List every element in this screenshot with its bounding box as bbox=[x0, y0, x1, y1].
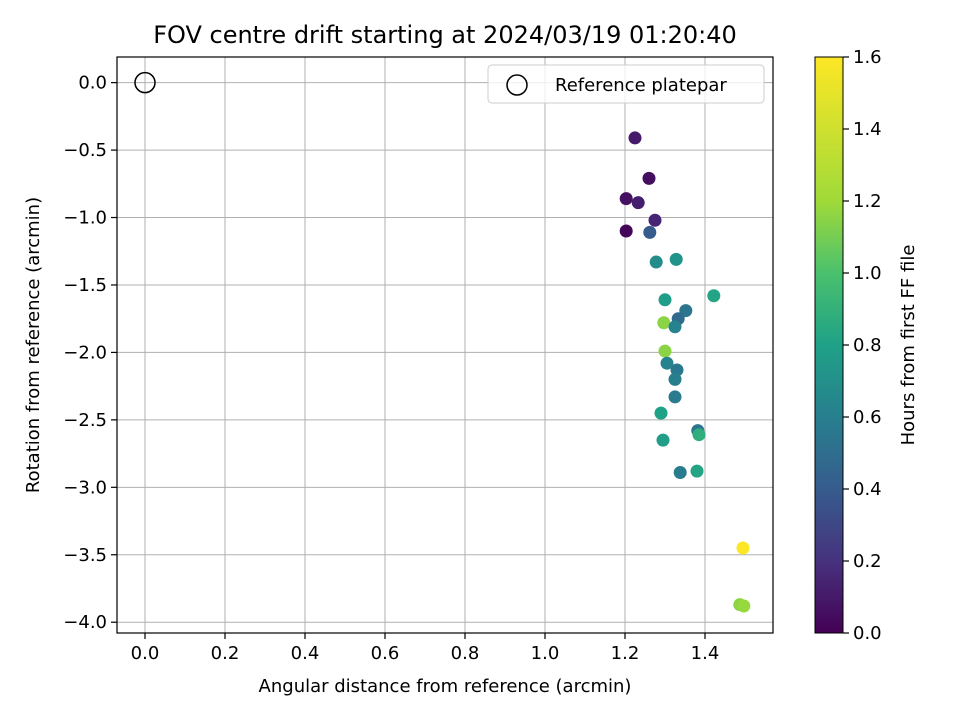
data-point bbox=[668, 372, 682, 386]
data-point bbox=[669, 252, 683, 266]
data-point bbox=[619, 192, 633, 206]
data-point bbox=[642, 171, 656, 185]
y-axis-label: Rotation from reference (arcmin) bbox=[23, 197, 44, 493]
colorbar-gradient bbox=[814, 56, 844, 634]
data-point bbox=[656, 433, 670, 447]
reference-point bbox=[134, 71, 156, 94]
colorbar-tick-label: 0.8 bbox=[853, 335, 882, 356]
colorbar-tick-label: 1.6 bbox=[853, 47, 882, 68]
data-point bbox=[654, 406, 668, 420]
y-tick-label: 0.0 bbox=[78, 73, 107, 94]
data-point bbox=[619, 224, 633, 238]
colorbar-tick-label: 1.0 bbox=[853, 263, 882, 284]
x-tick-label: 0.0 bbox=[131, 643, 160, 664]
colorbar-tick-label: 1.2 bbox=[853, 191, 882, 212]
data-point bbox=[628, 131, 642, 145]
y-tick-label: −3.0 bbox=[63, 477, 107, 498]
y-tick-label: −1.5 bbox=[63, 275, 107, 296]
x-tick-label: 0.4 bbox=[291, 643, 320, 664]
plot-area-frame bbox=[116, 56, 774, 634]
colorbar-label: Hours from first FF file bbox=[898, 245, 919, 446]
data-point bbox=[657, 316, 671, 330]
reference-platepar-marker bbox=[134, 71, 156, 94]
y-axis-ticks: 0.0 −0.5 −1.0 −1.5 −2.0 −2.5 −3.0 −3.5 −4.0 bbox=[63, 73, 117, 633]
data-point bbox=[692, 428, 706, 442]
data-point bbox=[707, 289, 721, 303]
y-tick-label: −4.0 bbox=[63, 612, 107, 633]
x-tick-label: 0.8 bbox=[451, 643, 480, 664]
data-point bbox=[631, 196, 645, 210]
data-point bbox=[649, 255, 663, 269]
data-point bbox=[737, 599, 751, 613]
y-tick-label: −0.5 bbox=[63, 140, 107, 161]
data-point bbox=[668, 390, 682, 404]
x-axis-label: Angular distance from reference (arcmin) bbox=[259, 676, 632, 697]
data-point bbox=[679, 304, 693, 318]
colorbar-tick-label: 0.0 bbox=[853, 623, 882, 644]
x-tick-label: 0.2 bbox=[211, 643, 240, 664]
y-tick-label: −2.0 bbox=[63, 342, 107, 363]
y-tick-label: −2.5 bbox=[63, 410, 107, 431]
y-tick-label: −3.5 bbox=[63, 545, 107, 566]
x-tick-label: 1.4 bbox=[691, 643, 720, 664]
colorbar-ticks: 0.0 0.2 0.4 0.6 0.8 1.0 1.2 1.4 1.6 bbox=[843, 47, 882, 644]
data-point bbox=[648, 213, 662, 227]
colorbar-tick-label: 0.2 bbox=[853, 551, 882, 572]
legend-marker-reference bbox=[506, 74, 528, 96]
legend-box bbox=[487, 64, 765, 104]
x-tick-label: 1.2 bbox=[611, 643, 640, 664]
legend-label-reference: Reference platepar bbox=[555, 75, 727, 96]
chart-title: FOV centre drift starting at 2024/03/19 … bbox=[153, 21, 737, 49]
data-point bbox=[668, 320, 682, 334]
colorbar-tick-label: 0.4 bbox=[853, 479, 882, 500]
data-point bbox=[673, 465, 687, 479]
data-point bbox=[658, 293, 672, 307]
y-tick-label: −1.0 bbox=[63, 208, 107, 229]
grid-lines bbox=[117, 57, 773, 633]
x-axis-ticks: 0.0 0.2 0.4 0.6 0.8 1.0 1.2 1.4 bbox=[131, 633, 720, 664]
data-point bbox=[736, 541, 750, 555]
data-points bbox=[619, 131, 751, 613]
x-tick-label: 1.0 bbox=[531, 643, 560, 664]
data-point bbox=[660, 356, 674, 370]
colorbar: 0.0 0.2 0.4 0.6 0.8 1.0 1.2 1.4 1.6 Hours from f… bbox=[814, 47, 919, 644]
data-point bbox=[690, 464, 704, 478]
data-point bbox=[643, 225, 657, 239]
data-point bbox=[658, 344, 672, 358]
x-tick-label: 0.6 bbox=[371, 643, 400, 664]
colorbar-tick-label: 0.6 bbox=[853, 407, 882, 428]
colorbar-tick-label: 1.4 bbox=[853, 119, 882, 140]
legend: Reference platepar bbox=[487, 64, 765, 104]
